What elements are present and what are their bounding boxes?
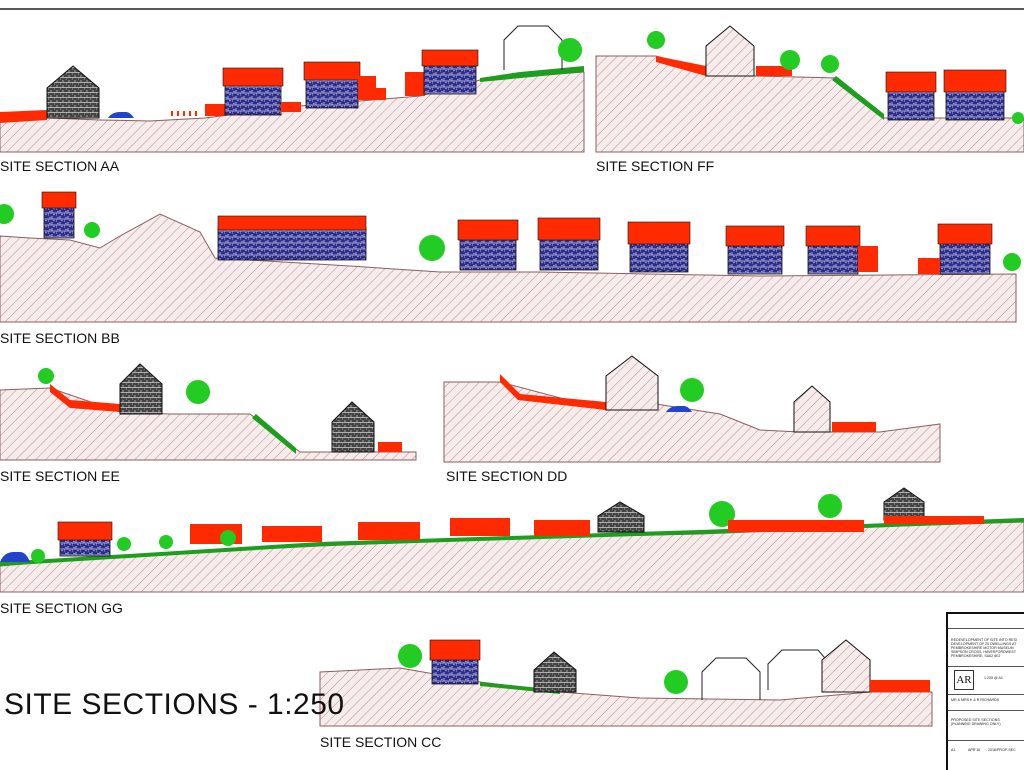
- stone-cottage: [597, 501, 645, 533]
- house: [537, 217, 601, 271]
- stone-cottage: [46, 65, 100, 119]
- stone-cottage: [331, 401, 375, 453]
- tree: [818, 494, 842, 518]
- house: [885, 71, 937, 121]
- tree: [398, 644, 422, 668]
- title-block-client: MR & MRS K & R RICHARDS: [951, 698, 1000, 702]
- section-dd: [443, 355, 941, 463]
- tree: [647, 31, 665, 49]
- title-block-logo: AR: [954, 670, 974, 690]
- ground-profile: [0, 213, 1017, 323]
- tree: [220, 530, 236, 546]
- tree: [117, 537, 131, 551]
- stone-cottage: [883, 487, 925, 521]
- title-block-project: REDEVELOPMENT OF SITE INTO RESI DEVELOPM…: [951, 638, 1017, 658]
- grass-bank: [480, 66, 584, 82]
- tree: [780, 50, 800, 70]
- section-label-bb: SITE SECTION BB: [0, 330, 120, 346]
- house: [205, 67, 301, 116]
- section-label-ff: SITE SECTION FF: [596, 158, 715, 174]
- title-block: REDEVELOPMENT OF SITE INTO RESI DEVELOPM…: [946, 612, 1024, 770]
- red-wall: [870, 680, 930, 692]
- title-block-scale: 1:200 @ A1: [984, 676, 1003, 680]
- grass-bank: [252, 414, 296, 454]
- house: [943, 69, 1007, 121]
- section-cc: [319, 639, 933, 727]
- tree: [38, 368, 54, 384]
- stone-cottage: [533, 651, 577, 693]
- red-wall: [756, 66, 792, 76]
- ground-profile: [0, 521, 1024, 593]
- fence: [171, 111, 197, 116]
- outline-building: [767, 649, 831, 690]
- red-wall: [728, 520, 864, 532]
- terrace: [217, 215, 367, 261]
- red-retaining: [500, 374, 606, 410]
- tree: [558, 38, 582, 62]
- car: [666, 406, 692, 412]
- tree: [84, 222, 100, 238]
- red-wall: [450, 518, 510, 536]
- house: [725, 225, 785, 275]
- tree: [1012, 112, 1024, 124]
- section-label-gg: SITE SECTION GG: [0, 600, 123, 616]
- house: [627, 221, 691, 273]
- section-bb: [0, 191, 1021, 323]
- gable-building: [705, 25, 755, 77]
- red-retaining: [656, 56, 706, 76]
- car: [108, 112, 134, 118]
- house: [457, 219, 519, 271]
- title-block-number: 2016/PROP-SEC: [988, 748, 1016, 752]
- section-label-ee: SITE SECTION EE: [0, 468, 120, 484]
- title-block-size: A1: [951, 748, 956, 752]
- tree: [821, 55, 839, 73]
- section-ff: [595, 25, 1024, 153]
- red-wall: [378, 442, 402, 452]
- red-wall: [534, 520, 590, 536]
- grass-bank: [832, 76, 884, 120]
- house: [429, 639, 481, 685]
- gable-building: [605, 355, 659, 411]
- house: [303, 61, 386, 109]
- title-block-drawing: PROPOSED SITE SECTIONS (PLANNING DRAWING…: [951, 718, 1001, 726]
- house: [805, 225, 878, 275]
- tree: [159, 535, 173, 549]
- section-ee: [0, 363, 417, 461]
- sheet-title: SITE SECTIONS - 1:250: [4, 688, 345, 721]
- gable-building: [793, 385, 831, 433]
- tree: [186, 380, 210, 404]
- tree: [419, 235, 445, 261]
- red-wall: [832, 422, 876, 432]
- car: [0, 552, 30, 562]
- outline-building: [503, 25, 563, 70]
- outline-building: [701, 657, 761, 700]
- section-label-cc: SITE SECTION CC: [320, 734, 442, 750]
- tree: [31, 549, 45, 563]
- tree: [680, 378, 704, 402]
- tree: [0, 204, 14, 224]
- red-wall: [262, 526, 322, 542]
- red-wall: [358, 522, 420, 540]
- house: [41, 191, 77, 239]
- section-label-aa: SITE SECTION AA: [0, 158, 120, 174]
- house: [57, 521, 113, 557]
- stone-cottage: [119, 363, 163, 415]
- red-retaining: [50, 384, 120, 412]
- section-label-dd: SITE SECTION DD: [446, 468, 568, 484]
- title-block-date: APR'16: [968, 748, 981, 752]
- gable-building: [821, 639, 871, 693]
- section-gg: [0, 487, 1024, 593]
- section-aa: [0, 25, 585, 153]
- tree: [664, 670, 688, 694]
- house: [405, 49, 479, 96]
- house: [918, 223, 993, 275]
- tree: [1003, 253, 1021, 271]
- red-wall: [884, 516, 984, 524]
- boundary-wall: [0, 110, 47, 123]
